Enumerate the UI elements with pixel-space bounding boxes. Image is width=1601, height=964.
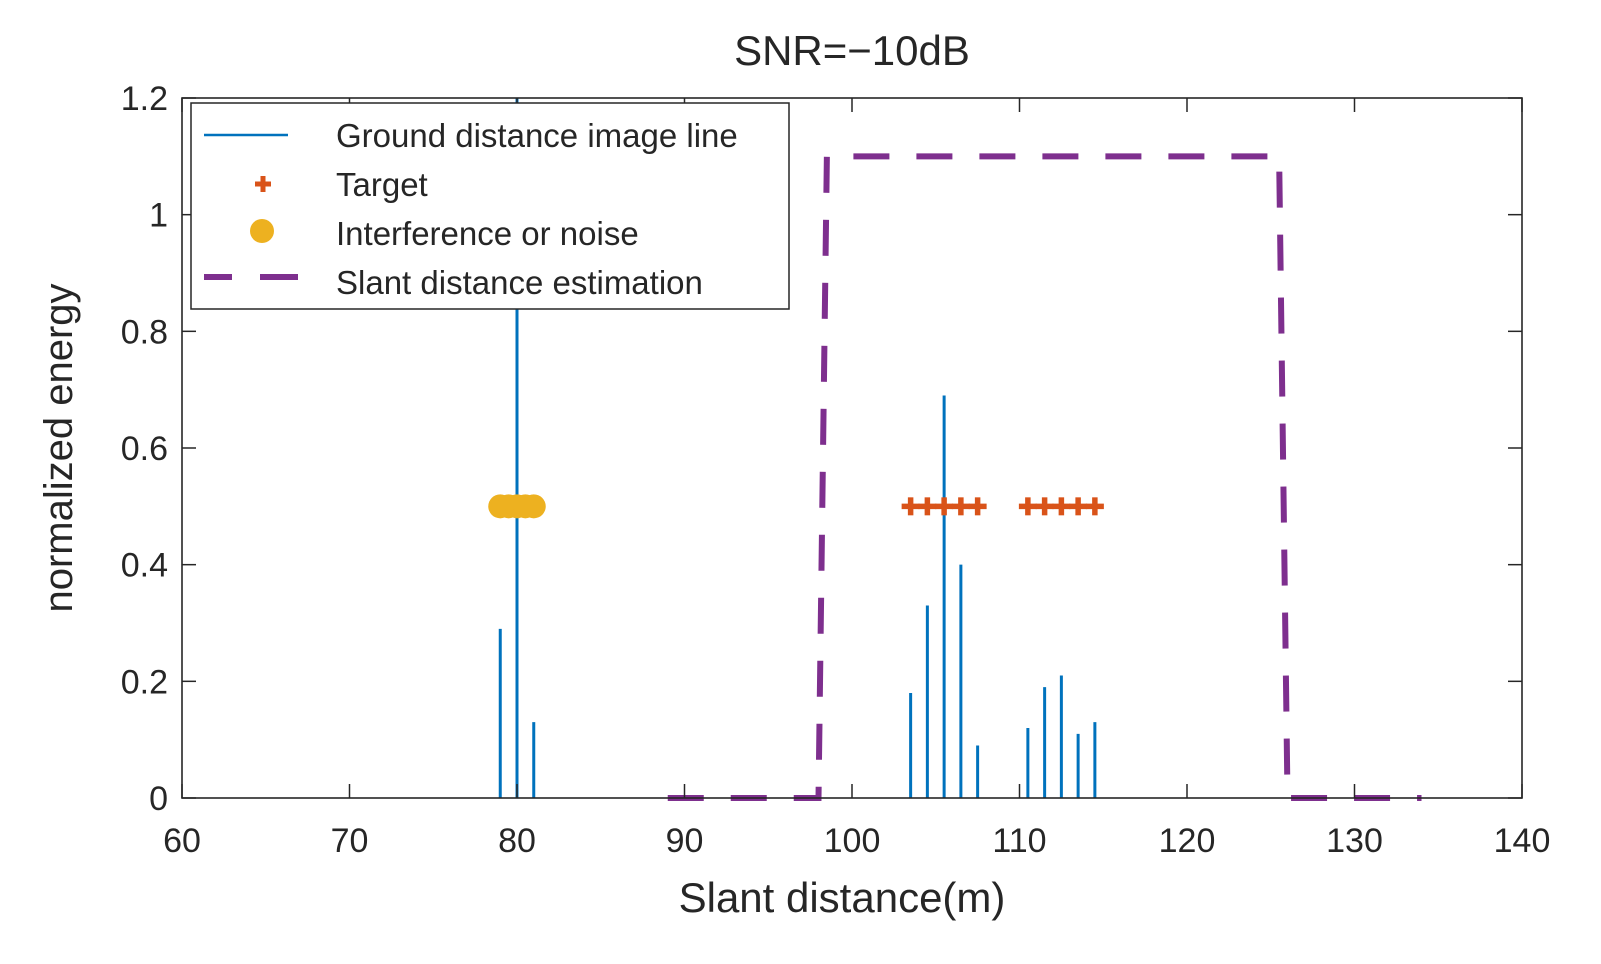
target-marker	[968, 497, 987, 516]
legend-swatch-interference-circle	[250, 219, 274, 243]
x-axis-label: Slant distance(m)	[679, 874, 1006, 921]
target-marker	[918, 497, 937, 516]
x-tick-label: 140	[1494, 822, 1551, 860]
y-tick-label: 0.4	[121, 547, 168, 585]
target-marker	[935, 497, 954, 516]
target-marker	[1069, 497, 1088, 516]
y-tick-label: 1	[149, 197, 168, 235]
x-tick-label: 130	[1326, 822, 1383, 860]
y-tick-label: 1.2	[121, 80, 168, 118]
target-marker	[1035, 497, 1054, 516]
x-tick-label: 70	[331, 822, 369, 860]
target-marker	[1052, 497, 1071, 516]
target-marker	[1018, 497, 1037, 516]
target-marker	[1085, 497, 1104, 516]
tick-layer: 60 70 80 90 100 110 120 130 140 0 0.2 0.4 0.6 0.8 1 1.2	[121, 80, 1551, 860]
y-axis-label: normalized energy	[37, 283, 81, 612]
legend-label-interference: Interference or noise	[336, 215, 639, 252]
y-tick-label: 0	[149, 780, 168, 818]
y-tick-label: 0.8	[121, 313, 168, 351]
interference-marker	[521, 494, 546, 519]
y-tick-label: 0.6	[121, 430, 168, 468]
x-tick-label: 100	[824, 822, 881, 860]
target-marker	[951, 497, 970, 516]
chart-title: SNR=−10dB	[734, 27, 970, 74]
x-tick-label: 60	[163, 822, 201, 860]
target-marker	[901, 497, 920, 516]
legend: Ground distance image line Target Interf…	[190, 102, 790, 310]
x-tick-label: 90	[666, 822, 704, 860]
x-tick-label: 80	[498, 822, 536, 860]
x-tick-label: 120	[1159, 822, 1216, 860]
y-tick-label: 0.2	[121, 663, 168, 701]
legend-label-target: Target	[336, 166, 428, 203]
legend-label-ground-line: Ground distance image line	[336, 117, 738, 154]
legend-label-slant: Slant distance estimation	[336, 264, 703, 301]
legend-swatch-target-plus	[255, 176, 271, 192]
x-tick-label: 110	[992, 822, 1046, 860]
